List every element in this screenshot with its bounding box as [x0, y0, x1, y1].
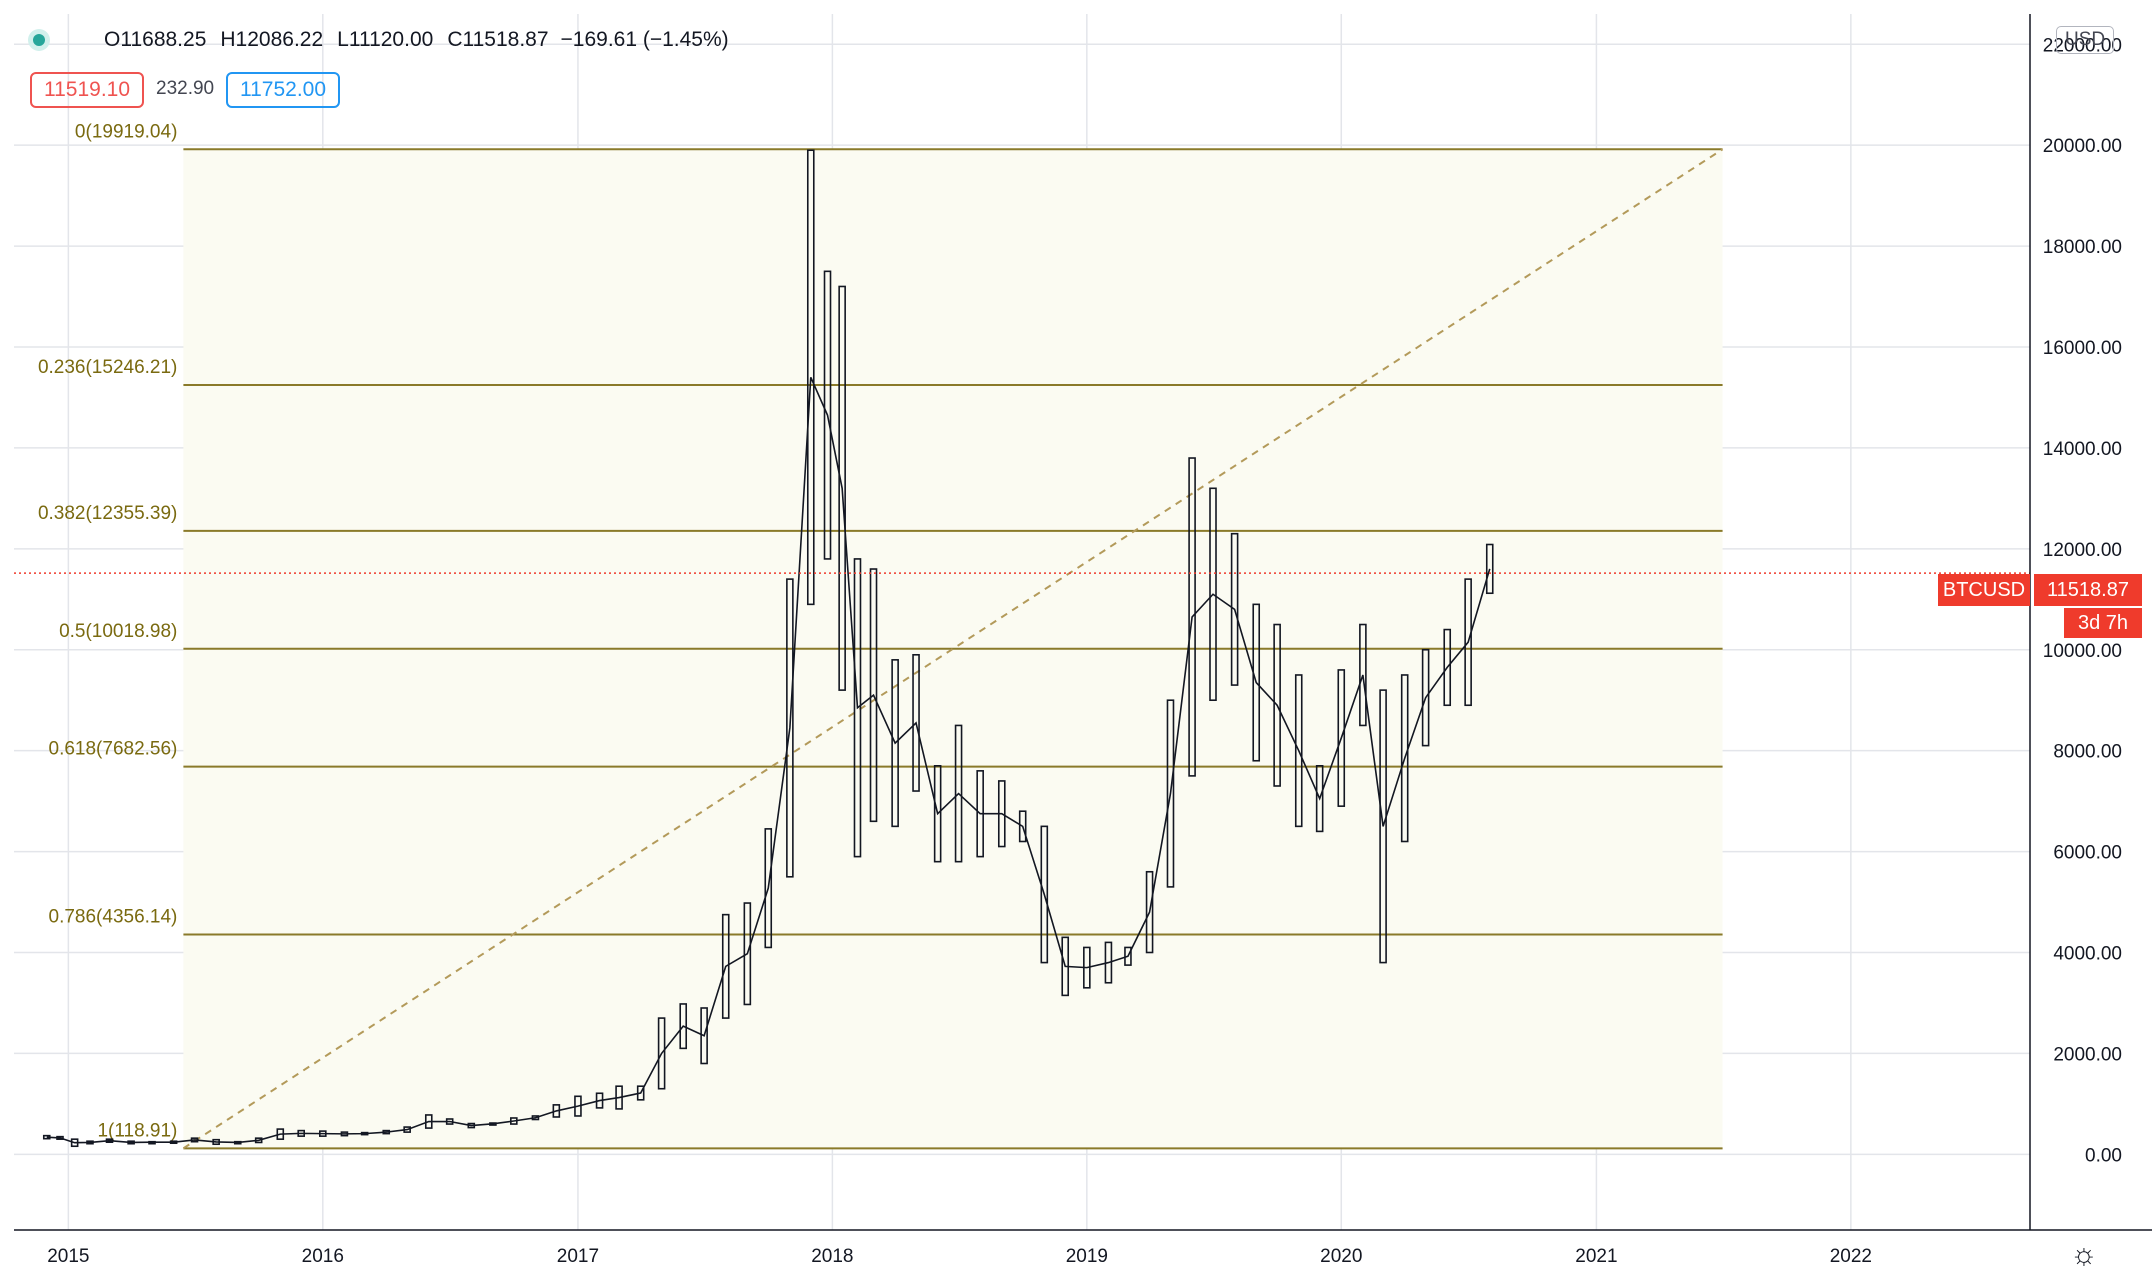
sell-button[interactable]: 11519.10: [30, 72, 145, 108]
price-bar: [1252, 603, 1261, 762]
bar-countdown-badge: 3d 7h: [2064, 608, 2142, 638]
y-tick-label: 0.00: [2085, 1145, 2122, 1166]
fib-level-label: 0.786(4356.14): [49, 907, 178, 928]
symbol-status-icon[interactable]: [28, 29, 50, 51]
price-bar: [1166, 699, 1175, 888]
currency-unit-button[interactable]: USD: [2056, 26, 2115, 54]
trend-line[interactable]: [182, 148, 1724, 1150]
x-tick-label: 2016: [302, 1246, 344, 1267]
price-bar: [743, 902, 752, 1006]
y-tick-label: 12000.00: [2043, 540, 2122, 561]
x-tick-label: 2019: [1066, 1246, 1108, 1267]
price-bar: [891, 659, 899, 828]
price-bar: [1294, 674, 1303, 828]
y-tick-label: 20000.00: [2043, 136, 2122, 157]
spread-value: 232.90: [156, 78, 215, 99]
trend-segment: [182, 148, 1724, 1150]
price-bar: [1145, 870, 1154, 954]
y-tick-label: 18000.00: [2043, 237, 2122, 258]
price-bar: [869, 568, 878, 823]
high-label: H: [220, 28, 236, 51]
fib-level-label: 0(19919.04): [75, 121, 177, 142]
price-bar: [912, 653, 920, 792]
price-bar: [1421, 648, 1430, 747]
y-tick-label: 8000.00: [2053, 742, 2122, 763]
symbol-badge: BTCUSD: [1938, 574, 2030, 606]
low-value: 11120.00: [348, 28, 434, 51]
price-bars: [42, 149, 1494, 1148]
price-bar: [853, 558, 862, 858]
x-tick-label: 2017: [557, 1246, 599, 1267]
price-bar: [764, 828, 773, 949]
price-bar: [1188, 457, 1196, 777]
price-bar: [1443, 628, 1452, 707]
price-bar: [1485, 543, 1494, 595]
fib-level-label: 0.618(7682.56): [49, 739, 178, 760]
price-bar: [1359, 623, 1367, 727]
price-bar: [657, 1017, 666, 1090]
x-tick-label: 2015: [47, 1246, 89, 1267]
price-bar: [1315, 765, 1324, 833]
price-bar: [700, 1007, 708, 1065]
y-tick-label: 16000.00: [2043, 338, 2122, 359]
axes: 0.00 2000.00 4000.00 6000.00 8000.00 10000.00…: [14, 14, 2152, 1267]
price-bar: [1273, 623, 1281, 787]
x-tick-label: 2022: [1830, 1246, 1872, 1267]
high-value: 12086.22: [235, 28, 324, 51]
buy-button[interactable]: 11752.00: [226, 72, 341, 108]
close-value: 11518.87: [462, 28, 549, 51]
price-bar: [933, 765, 942, 863]
x-tick-label: 2021: [1575, 1246, 1617, 1267]
last-price-badge: 11518.87: [2034, 574, 2142, 606]
price-bar: [1040, 825, 1049, 964]
fib-level-label: 0.5(10018.98): [59, 621, 177, 642]
x-tick-label: 2020: [1320, 1246, 1362, 1267]
x-tick-label: 2018: [811, 1246, 853, 1267]
y-tick-label: 10000.00: [2043, 641, 2122, 662]
price-bar: [1209, 487, 1217, 702]
price-bar: [1464, 578, 1472, 707]
price-bar: [1379, 689, 1387, 964]
y-tick-label: 4000.00: [2053, 943, 2122, 964]
price-bar: [823, 270, 832, 560]
fib-level-label: 1(118.91): [97, 1120, 177, 1141]
low-label: L: [337, 28, 349, 51]
y-tick-label: 6000.00: [2053, 843, 2122, 864]
change-value: −169.61 (−1.45%): [560, 28, 729, 51]
y-tick-label: 2000.00: [2053, 1044, 2122, 1065]
price-bar: [1018, 810, 1027, 843]
open-value: 11688.25: [120, 28, 207, 51]
price-bar: [838, 285, 846, 691]
price-bar: [679, 1003, 688, 1050]
settings-gear-icon[interactable]: ☼: [2070, 1238, 2098, 1271]
price-bar: [721, 913, 730, 1019]
price-bar: [1400, 674, 1409, 843]
price-bar: [1230, 532, 1239, 686]
y-tick-label: 22000.00: [2043, 35, 2122, 56]
close-label: C: [447, 28, 463, 51]
open-label: O: [104, 28, 121, 51]
y-tick-label: 14000.00: [2043, 439, 2122, 460]
ohlc-legend: O 11688.25 H 12086.22 L 11120.00 C 11518.87 …: [28, 28, 729, 52]
price-bar: [1124, 946, 1132, 966]
price-bar: [806, 149, 815, 606]
price-bar: [786, 578, 794, 878]
price-bar: [954, 724, 963, 863]
fib-level-label: 0.382(12355.39): [38, 503, 177, 524]
price-path: [46, 376, 1491, 1144]
fib-level-label: 0.236(15246.21): [38, 357, 177, 378]
price-bar: [1337, 669, 1346, 807]
